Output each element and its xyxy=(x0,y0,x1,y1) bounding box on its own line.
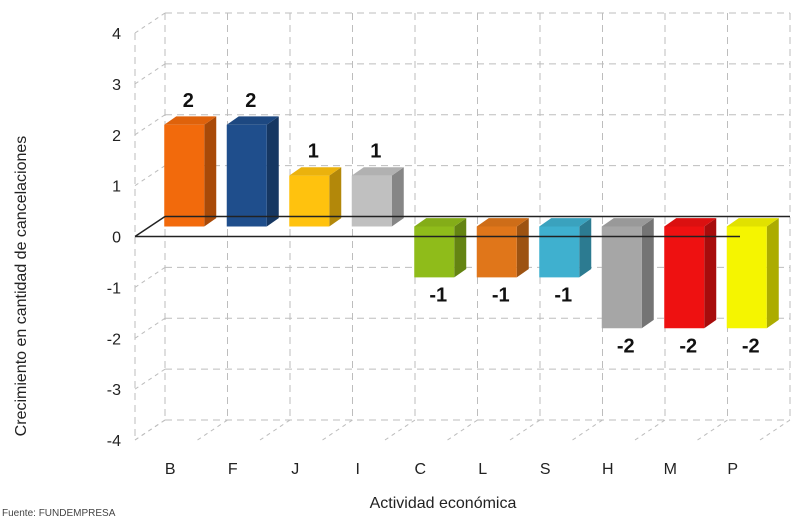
bar-top xyxy=(164,116,217,125)
x-tick-label: L xyxy=(478,461,487,478)
bar-top xyxy=(726,218,779,227)
data-label-S: -1 xyxy=(554,284,572,306)
grid-line-floor xyxy=(509,419,541,441)
x-tick-label: P xyxy=(727,461,738,478)
data-labels: 2 2 1 1 -1 -1 -1 -2 -2 -2 xyxy=(183,90,760,358)
data-label-L: -1 xyxy=(492,284,510,306)
grid-line-depth xyxy=(134,114,166,136)
bar-B xyxy=(164,116,217,227)
data-label-I: 1 xyxy=(370,141,381,163)
data-label-H: -2 xyxy=(617,335,635,357)
grid-line-depth xyxy=(134,317,166,339)
bar-J xyxy=(289,167,342,227)
y-tick-label: 0 xyxy=(112,230,121,247)
zero-line-depth xyxy=(134,215,166,238)
data-label-P: -2 xyxy=(742,335,760,357)
x-tick-label: F xyxy=(228,461,238,478)
grid-line-floor xyxy=(697,419,728,441)
x-tick-label: S xyxy=(540,461,551,478)
bar-M xyxy=(664,218,717,329)
bar-top xyxy=(601,218,654,227)
y-tick-label: -3 xyxy=(107,382,121,399)
bar-side xyxy=(204,116,217,227)
y-tick-label: 2 xyxy=(112,128,121,145)
bar-top xyxy=(414,218,467,227)
x-tick-label: I xyxy=(356,461,360,478)
y-tick-label: 1 xyxy=(112,179,121,196)
y-tick-label: -2 xyxy=(107,331,121,348)
bar-side xyxy=(766,218,779,329)
bar-C xyxy=(414,218,467,278)
bar-top xyxy=(664,218,717,227)
source-note: Fuente: FUNDEMPRESA xyxy=(2,508,116,518)
bar-side xyxy=(329,167,342,227)
grid-line-depth xyxy=(134,165,166,187)
bar-top xyxy=(289,167,342,176)
bar-top xyxy=(226,116,279,125)
grid-line-depth xyxy=(134,12,166,34)
bar-front xyxy=(476,226,517,278)
x-tick-label: B xyxy=(165,461,176,478)
y-tick-label: -4 xyxy=(107,433,121,450)
y-tick-label: 3 xyxy=(112,77,121,94)
bar-front xyxy=(601,226,642,329)
bar-side xyxy=(391,167,404,227)
grid-line-floor xyxy=(134,419,166,441)
bar-S xyxy=(539,218,592,278)
data-label-F: 2 xyxy=(245,90,256,112)
bar-front xyxy=(414,226,455,278)
y-tick-label: -1 xyxy=(107,280,121,297)
bar-side xyxy=(704,218,717,329)
bar-top xyxy=(351,167,404,176)
grid-line-floor xyxy=(197,419,228,441)
y-tick-label: 4 xyxy=(112,26,121,43)
x-axis-title: Actividad económica xyxy=(370,495,517,512)
x-tick-label: C xyxy=(414,461,426,478)
bar-top xyxy=(476,218,529,227)
bar-side xyxy=(641,218,654,329)
x-tick-label: J xyxy=(291,461,299,478)
grid-line-floor xyxy=(447,419,478,441)
bar-front xyxy=(351,175,392,227)
bar-H xyxy=(601,218,654,329)
data-label-M: -2 xyxy=(679,335,697,357)
bar-P xyxy=(726,218,779,329)
bar-front xyxy=(539,226,580,278)
data-label-C: -1 xyxy=(429,284,447,306)
chart-bars xyxy=(164,116,779,329)
bar-L xyxy=(476,218,529,278)
bar-front xyxy=(664,226,705,329)
bar-F xyxy=(226,116,279,227)
bar-front xyxy=(164,124,205,227)
grid-line-floor xyxy=(322,419,353,441)
grid-line-floor xyxy=(759,419,791,441)
bar-I xyxy=(351,167,404,227)
grid-line-floor xyxy=(384,419,416,441)
grid-line-floor xyxy=(259,419,291,441)
grid-line-depth xyxy=(134,266,166,288)
x-tick-label: H xyxy=(602,461,614,478)
bar-front xyxy=(226,124,267,227)
x-tick-label: M xyxy=(664,461,677,478)
y-axis-title: Crecimiento en cantidad de cancelaciones xyxy=(13,136,30,437)
data-label-J: 1 xyxy=(308,141,319,163)
grid-line-depth xyxy=(134,63,166,85)
bar-side xyxy=(516,218,529,278)
y-tick-labels: 4 3 2 1 0 -1 -2 -3 -4 xyxy=(107,26,121,450)
zero-baseline xyxy=(134,215,790,238)
bar-top xyxy=(539,218,592,227)
bar-side xyxy=(454,218,467,278)
grid-line-depth xyxy=(134,368,166,390)
data-label-B: 2 xyxy=(183,90,194,112)
bar-side xyxy=(579,218,592,278)
grid-line-floor xyxy=(572,419,603,441)
bar-front xyxy=(726,226,767,329)
grid-line-floor xyxy=(634,419,666,441)
bar-side xyxy=(266,116,279,227)
bar-front xyxy=(289,175,330,227)
